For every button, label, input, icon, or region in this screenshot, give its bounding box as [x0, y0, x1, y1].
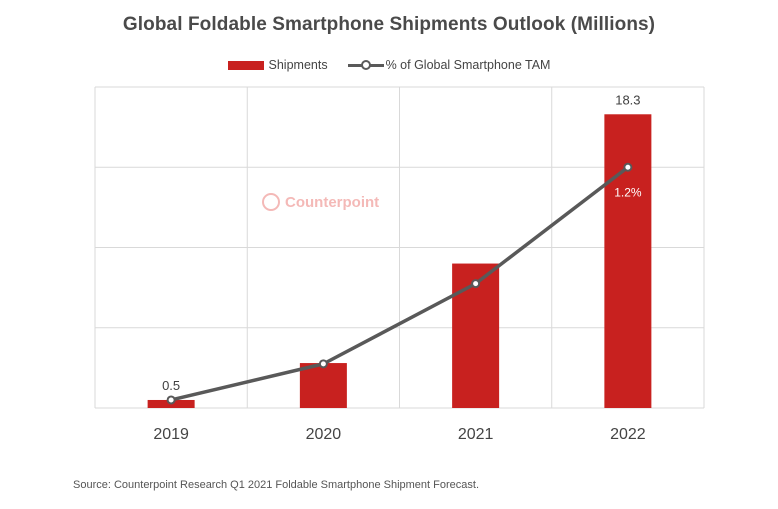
chart-title: Global Foldable Smartphone Shipments Out… — [122, 14, 656, 35]
x-tick-label-2022: 2022 — [610, 426, 646, 443]
legend-line-swatch — [347, 60, 384, 70]
bar-data-label-2019: 0.5 — [162, 378, 180, 393]
legend-bar-swatch — [227, 60, 264, 70]
bar-data-label-2022: 18.3 — [615, 92, 640, 107]
tam-data-label-2022: 1.2% — [614, 185, 642, 199]
watermark-text: Counterpoint — [285, 193, 380, 211]
legend-label-tam: % of Global Smartphone TAM — [385, 58, 551, 72]
source-note: Source: Counterpoint Research Q1 2021 Fo… — [73, 479, 480, 491]
watermark-logo-icon — [262, 193, 280, 211]
tam-point-2020 — [318, 359, 328, 369]
x-tick-label-2019: 2019 — [153, 426, 189, 443]
chart-legend: Shipments % of Global Smartphone TAM — [0, 58, 778, 72]
x-tick-label-2021: 2021 — [458, 426, 494, 443]
legend-label-shipments: Shipments — [268, 58, 328, 72]
legend-item-tam: % of Global Smartphone TAM — [347, 58, 551, 72]
legend-item-shipments: Shipments — [227, 58, 328, 72]
bar-2022 — [604, 114, 652, 408]
bar-2020 — [299, 363, 347, 408]
tam-point-2022 — [623, 162, 633, 172]
watermark: Counterpoint — [262, 193, 379, 211]
x-tick-label-2020: 2020 — [306, 426, 342, 443]
tam-point-2021 — [471, 279, 481, 289]
tam-line — [170, 165, 629, 402]
tam-point-2019 — [166, 395, 176, 405]
